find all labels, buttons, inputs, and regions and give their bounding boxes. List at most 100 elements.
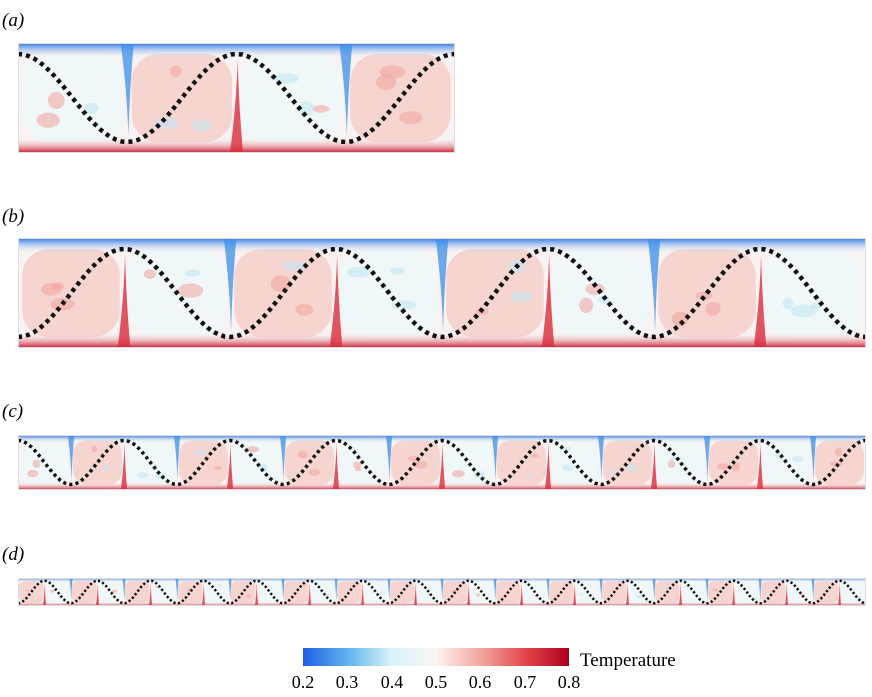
swirl bbox=[667, 460, 676, 468]
convection-cell bbox=[22, 249, 120, 337]
hot-plume bbox=[95, 582, 100, 606]
swirl bbox=[246, 594, 251, 598]
cold-plume bbox=[758, 578, 762, 602]
swirl bbox=[613, 594, 617, 597]
swirl bbox=[352, 461, 362, 469]
panel-frame bbox=[18, 435, 866, 490]
cold-plume bbox=[546, 578, 550, 602]
hot-plume bbox=[625, 582, 630, 606]
swirl bbox=[177, 283, 204, 298]
swirl bbox=[562, 446, 572, 452]
cold-plume bbox=[281, 578, 285, 602]
cold-plume bbox=[809, 435, 817, 482]
cold-plume bbox=[339, 43, 353, 137]
swirl bbox=[26, 589, 30, 592]
temperature-field-b bbox=[18, 238, 866, 348]
hot-plume bbox=[541, 254, 555, 348]
swirl bbox=[298, 100, 315, 117]
swirl bbox=[297, 450, 308, 459]
cold-plume bbox=[387, 578, 391, 602]
panel-label-b: (b) bbox=[2, 206, 25, 227]
roll-boundary-dotted-line bbox=[18, 51, 455, 145]
cold-plume bbox=[228, 578, 232, 602]
cold-plume bbox=[385, 435, 393, 482]
swirl bbox=[671, 311, 688, 327]
convection-cell bbox=[444, 440, 493, 485]
colorbar-tick: 0.4 bbox=[380, 672, 404, 692]
cold-plume bbox=[69, 578, 73, 602]
hot-plume bbox=[226, 443, 234, 490]
temperature-field-c bbox=[18, 435, 866, 490]
hot-plume bbox=[650, 443, 658, 490]
convection-cell bbox=[232, 440, 281, 485]
hot-plume bbox=[413, 582, 418, 606]
cold-plume bbox=[440, 578, 444, 602]
convection-cell bbox=[840, 580, 865, 604]
cold-plume bbox=[652, 578, 656, 602]
swirl bbox=[635, 594, 642, 599]
swirl bbox=[41, 282, 62, 296]
convection-cell bbox=[73, 440, 122, 485]
cold-plume bbox=[493, 578, 497, 602]
swirl bbox=[246, 446, 260, 453]
cold-plume bbox=[334, 578, 338, 602]
colorbar-gradient bbox=[303, 648, 569, 666]
hot-plume bbox=[678, 582, 683, 606]
convection-cell bbox=[234, 249, 332, 337]
convection-cell bbox=[390, 580, 415, 604]
swirl bbox=[295, 303, 314, 316]
convection-cell bbox=[337, 580, 362, 604]
hot-plume bbox=[753, 254, 767, 348]
convection-cell bbox=[72, 580, 97, 604]
hot-plume bbox=[544, 443, 552, 490]
colorbar bbox=[303, 648, 569, 666]
hot-plume bbox=[120, 443, 128, 490]
roll-boundary-dotted-line bbox=[18, 579, 866, 605]
swirl bbox=[705, 301, 721, 316]
swirl bbox=[270, 275, 291, 293]
swirl bbox=[312, 104, 330, 113]
convection-cell bbox=[178, 580, 203, 604]
cold-plume bbox=[173, 435, 181, 482]
colorbar-tick: 0.7 bbox=[513, 672, 537, 692]
swirl bbox=[731, 463, 741, 472]
swirl bbox=[476, 593, 480, 598]
swirl bbox=[375, 74, 397, 91]
panel-frame bbox=[18, 43, 455, 153]
cold-plume bbox=[647, 238, 661, 332]
convection-cell bbox=[603, 440, 652, 485]
cold-plume bbox=[120, 43, 134, 137]
swirl bbox=[580, 593, 583, 597]
hot-plume bbox=[254, 582, 259, 606]
hot-plume bbox=[229, 59, 244, 153]
convection-cell bbox=[131, 54, 233, 142]
convection-cell bbox=[762, 440, 811, 485]
hot-plume bbox=[307, 582, 312, 606]
swirl bbox=[184, 269, 201, 277]
convection-cell bbox=[231, 580, 256, 604]
swirl bbox=[856, 596, 863, 599]
cold-plume bbox=[599, 578, 603, 602]
swirl bbox=[26, 469, 39, 478]
cold-plume bbox=[175, 578, 179, 602]
convection-cell bbox=[22, 54, 123, 142]
swirl bbox=[36, 112, 60, 128]
temperature-field-a bbox=[18, 43, 455, 153]
swirl bbox=[47, 91, 65, 110]
convection-cell bbox=[656, 440, 705, 485]
swirl bbox=[510, 291, 533, 303]
cold-plume bbox=[703, 435, 711, 482]
hot-plume bbox=[837, 582, 842, 606]
colorbar-title: Temperature bbox=[580, 650, 676, 671]
convection-cell bbox=[19, 580, 44, 604]
swirl bbox=[608, 470, 616, 477]
cold-plume bbox=[811, 578, 815, 602]
hot-plume bbox=[117, 254, 131, 348]
swirl bbox=[790, 304, 817, 318]
swirl bbox=[821, 587, 828, 590]
swirl bbox=[285, 585, 292, 589]
colorbar-tick: 0.3 bbox=[335, 672, 359, 692]
hot-plume bbox=[201, 582, 206, 606]
swirl bbox=[137, 472, 149, 478]
swirl bbox=[32, 459, 41, 469]
